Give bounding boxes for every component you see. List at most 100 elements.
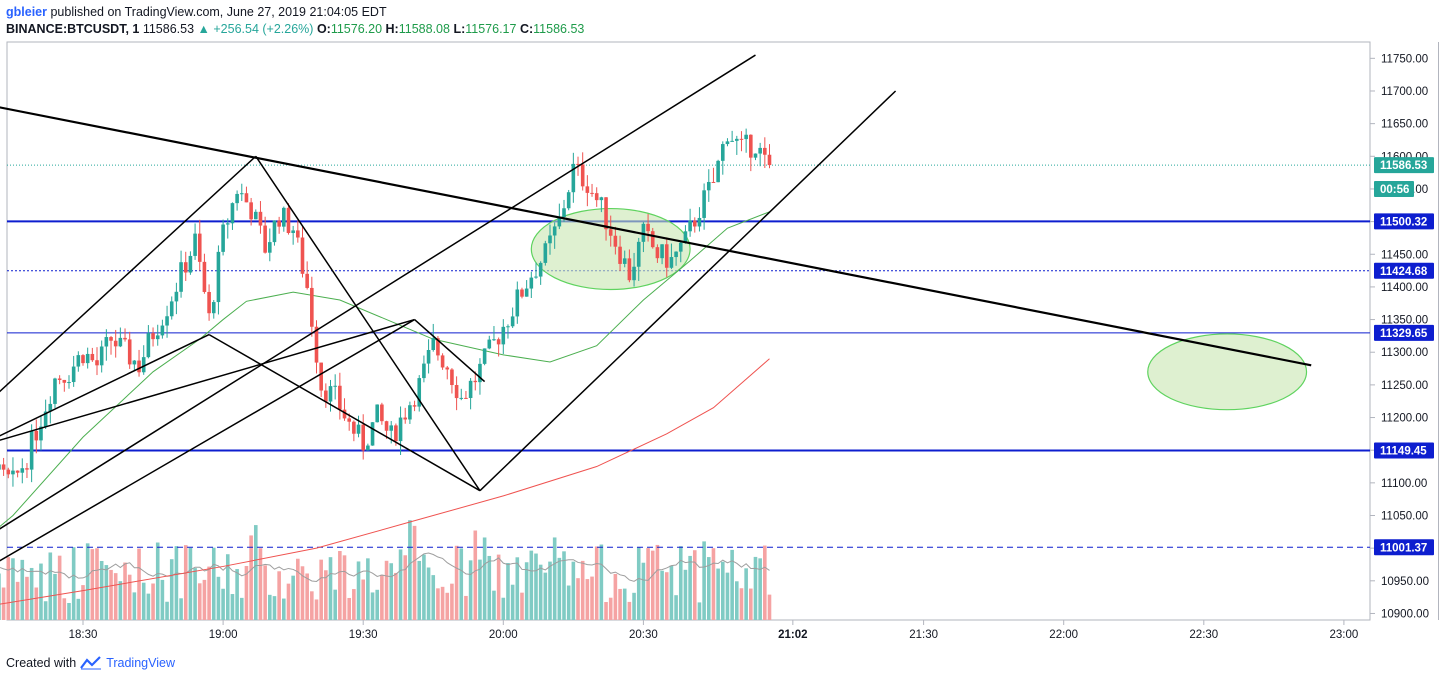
candle-body xyxy=(487,339,492,349)
volume-bar xyxy=(557,557,562,620)
candle-body xyxy=(608,229,613,236)
trendline[interactable] xyxy=(0,318,415,594)
volume-bar xyxy=(174,546,179,620)
price-tag xyxy=(1374,213,1434,230)
volume-bar xyxy=(67,602,71,620)
volume-bar xyxy=(165,601,169,620)
candle-body xyxy=(29,430,34,470)
volume-bar xyxy=(57,555,62,620)
candle-body xyxy=(249,202,253,220)
candle-body xyxy=(604,197,608,230)
volume-bar xyxy=(0,573,1,620)
candle-body xyxy=(258,211,263,226)
price-tag xyxy=(1374,180,1414,197)
volume-bar xyxy=(39,563,43,620)
plot-area[interactable] xyxy=(6,41,1371,621)
trendline[interactable] xyxy=(0,318,415,457)
volume-bar xyxy=(403,555,408,620)
volume-bar xyxy=(34,587,39,620)
trendline[interactable] xyxy=(0,155,257,443)
candle-body xyxy=(361,424,365,451)
candle-body xyxy=(15,470,20,473)
volume-bar xyxy=(487,555,492,620)
candle-body xyxy=(235,193,239,204)
volume-bar xyxy=(720,561,725,620)
candle-body xyxy=(375,404,380,423)
trendline[interactable] xyxy=(414,319,486,383)
footer: Created with TradingView xyxy=(6,656,175,670)
candle-body xyxy=(744,134,748,140)
volume-bar xyxy=(263,565,267,620)
volume-bar xyxy=(43,601,48,620)
volume-bar xyxy=(314,599,319,620)
volume-bar xyxy=(585,579,590,620)
candle-body xyxy=(655,247,660,259)
volume-bar xyxy=(706,557,711,620)
candle-body xyxy=(81,355,85,364)
volume-bar xyxy=(445,592,450,620)
candle-body xyxy=(543,243,548,263)
candle-body xyxy=(669,257,674,268)
symbol-name[interactable]: BINANCE:BTCUSDT, 1 xyxy=(6,22,140,36)
volume-bar xyxy=(282,598,286,620)
volume-bar xyxy=(151,583,155,620)
time-tick-label: 21:30 xyxy=(909,629,938,641)
trendline[interactable] xyxy=(479,90,897,492)
price-tag xyxy=(1374,324,1434,341)
candle-body xyxy=(25,468,29,470)
time-tick-label: 20:00 xyxy=(489,629,518,641)
price-tag-label: 11001.37 xyxy=(1380,542,1427,554)
candle-body xyxy=(730,140,734,142)
volume-bar xyxy=(300,566,305,620)
volume-bar xyxy=(744,568,748,620)
candle-body xyxy=(599,197,604,201)
target-zone-ellipse[interactable] xyxy=(530,207,691,291)
candle-body xyxy=(674,251,678,258)
candle-body xyxy=(739,138,744,140)
candle-body xyxy=(720,144,725,161)
volume-bar xyxy=(655,544,660,620)
author-name[interactable]: gbleier xyxy=(6,5,47,19)
volume-bar xyxy=(725,572,730,620)
volume-bar xyxy=(501,597,506,620)
volume-bar xyxy=(6,557,11,620)
candle-body xyxy=(0,464,1,470)
candle-body xyxy=(767,154,772,166)
volume-bar xyxy=(669,565,674,620)
volume-bar xyxy=(482,537,487,620)
trendline[interactable] xyxy=(0,333,210,464)
candle-body xyxy=(160,325,165,336)
candle-body xyxy=(141,357,146,373)
candle-body xyxy=(207,291,211,314)
candle-body xyxy=(492,339,496,341)
volume-bar xyxy=(688,555,692,620)
candle-body xyxy=(239,193,244,195)
time-tick-label: 18:30 xyxy=(69,629,98,641)
candle-body xyxy=(225,223,230,225)
volume-bar xyxy=(53,573,57,620)
trendline[interactable] xyxy=(0,96,1312,367)
tradingview-link[interactable]: TradingView xyxy=(106,656,175,670)
time-tick-label: 22:30 xyxy=(1189,629,1218,641)
price-tag xyxy=(1374,157,1434,174)
candle-body xyxy=(468,380,473,398)
candle-body xyxy=(417,378,422,407)
trendline[interactable] xyxy=(208,333,481,492)
trendline[interactable] xyxy=(255,155,481,492)
volume-bar xyxy=(85,543,90,620)
volume-bar xyxy=(356,561,361,620)
volume-bar xyxy=(767,594,772,620)
volume-bar xyxy=(268,594,272,620)
volume-bar xyxy=(730,549,734,620)
candle-body xyxy=(459,397,464,399)
price-chart[interactable]: 11750.0011700.0011650.0011600.0011550.00… xyxy=(0,0,1444,650)
volume-bar xyxy=(11,558,15,620)
volume-bar xyxy=(450,583,454,620)
open-label: O: xyxy=(316,22,331,36)
candle-body xyxy=(43,411,48,427)
target-zone-ellipse[interactable] xyxy=(1147,333,1308,411)
trendline[interactable] xyxy=(0,54,756,564)
volume-bar xyxy=(436,588,440,620)
volume-bar xyxy=(137,548,141,620)
volume-bar xyxy=(506,563,510,620)
